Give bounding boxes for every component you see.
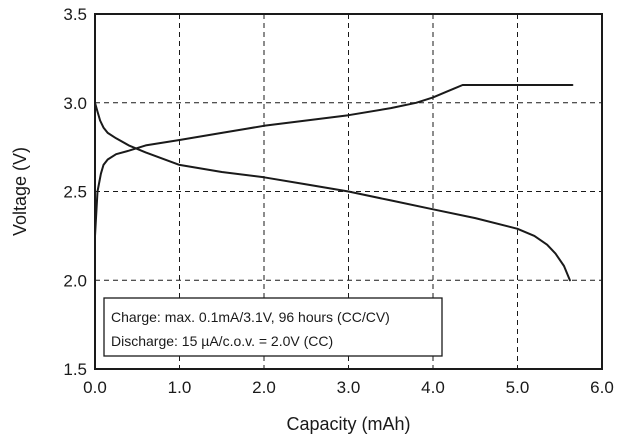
plot-frame	[94, 13, 603, 370]
test-conditions-box: Charge: max. 0.1mA/3.1V, 96 hours (CC/CV…	[103, 297, 443, 357]
charge-condition-text: Charge: max. 0.1mA/3.1V, 96 hours (CC/CV…	[111, 309, 390, 325]
x-tick-label: 1.0	[168, 378, 192, 397]
y-tick-label: 2.5	[63, 183, 87, 202]
x-tick-label: 2.0	[252, 378, 276, 397]
discharge-condition-text: Discharge: 15 µA/c.o.v. = 2.0V (CC)	[111, 333, 333, 349]
y-tick-label: 3.5	[63, 5, 87, 24]
x-tick-labels: 0.0 1.0 2.0 3.0 4.0 5.0 6.0	[83, 378, 614, 397]
y-tick-label: 2.0	[63, 271, 87, 290]
x-tick-label: 5.0	[506, 378, 530, 397]
x-tick-label: 3.0	[337, 378, 361, 397]
y-tick-labels: 1.5 2.0 2.5 3.0 3.5	[63, 5, 87, 379]
x-tick-label: 4.0	[421, 378, 445, 397]
charge-curve	[94, 84, 574, 237]
y-tick-label: 3.0	[63, 94, 87, 113]
y-tick-label: 1.5	[63, 360, 87, 379]
x-tick-label: 6.0	[590, 378, 614, 397]
x-tick-label: 0.0	[83, 378, 107, 397]
x-axis-label: Capacity (mAh)	[286, 414, 410, 434]
series-lines	[94, 84, 574, 282]
test-conditions-frame	[103, 297, 443, 357]
discharge-curve	[94, 101, 571, 282]
y-axis-label: Voltage (V)	[10, 147, 30, 236]
